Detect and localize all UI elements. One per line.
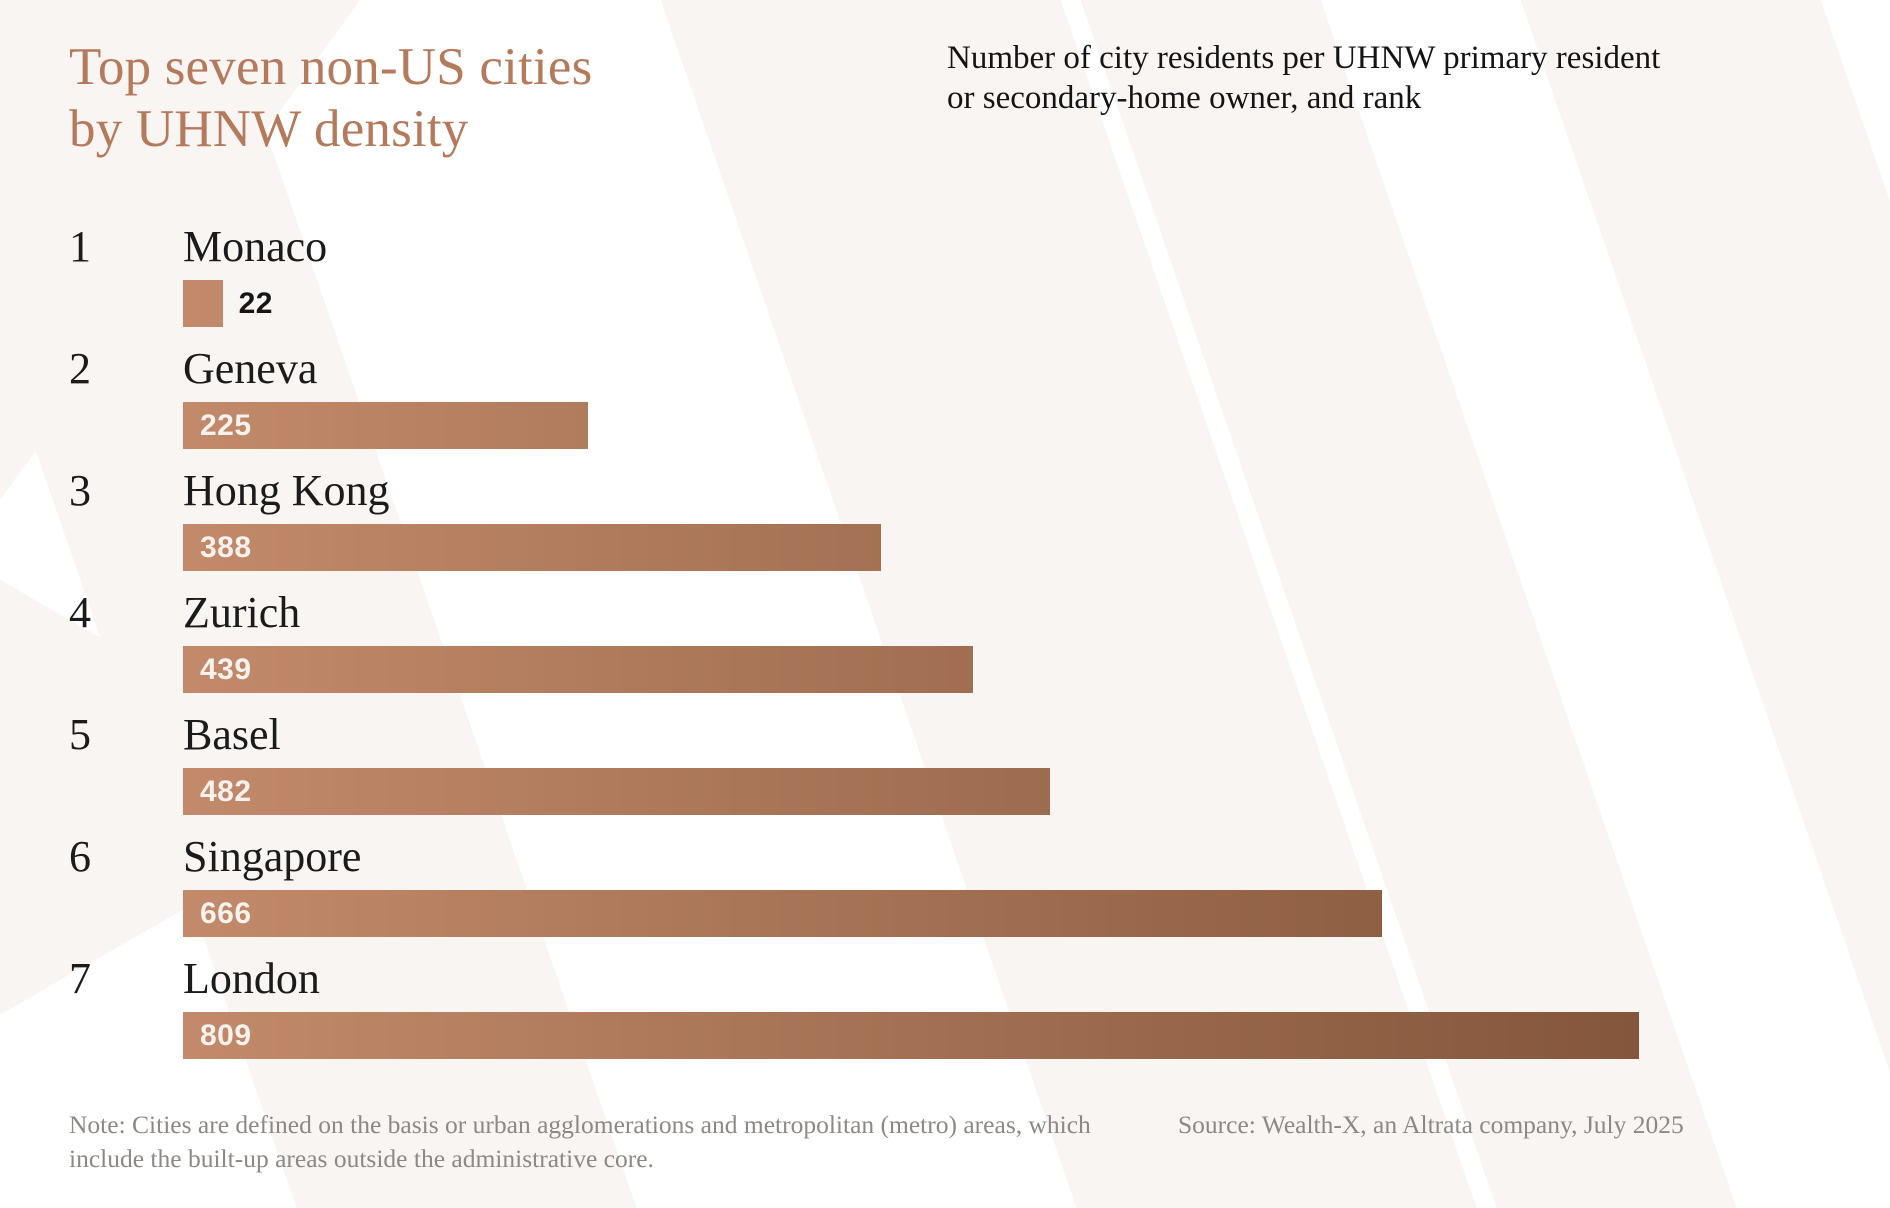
footnote: Note: Cities are defined on the basis or… [69,1110,1091,1173]
bar-track: 482 [183,768,1829,815]
chart-row: 5 Basel 482 [69,710,1829,815]
bar-track: 22 [183,280,1829,327]
rank-number: 2 [69,344,91,393]
bar-track: 225 [183,402,1829,449]
bar-track: 809 [183,1012,1829,1059]
rank-number: 7 [69,954,91,1003]
bar-value-label: 225 [200,408,252,442]
city-label: Basel [183,710,281,759]
city-label: Hong Kong [183,466,390,515]
row-label-line: 2 Geneva [69,344,1829,394]
bar-value-label: 439 [200,652,252,686]
rank-number: 1 [69,222,91,271]
city-label: Geneva [183,344,318,393]
bar [183,890,1382,937]
chart-row: 1 Monaco 22 [69,222,1829,327]
city-label: London [183,954,320,1003]
bar-track: 388 [183,524,1829,571]
bar [183,524,882,571]
rank-number: 6 [69,832,91,881]
city-label: Monaco [183,222,328,271]
chart-title: Top seven non-US cities by UHNW density [69,36,592,160]
bar-value-label: 666 [200,896,252,930]
bar-value-label: 388 [200,530,252,564]
chart-row: 2 Geneva 225 [69,344,1829,449]
city-label: Singapore [183,832,362,881]
bar-chart: 1 Monaco 22 2 Geneva 225 3 Hong Kong 388… [69,222,1829,1076]
chart-row: 6 Singapore 666 [69,832,1829,937]
chart-title-line-1: Top seven non-US cities [69,38,593,96]
row-label-line: 1 Monaco [69,222,1829,272]
bar [183,1012,1639,1059]
bar [183,646,974,693]
chart-row: 7 London 809 [69,954,1829,1059]
rank-number: 4 [69,588,91,637]
chart-title-line-2: by UHNW density [69,100,469,158]
bar-track: 666 [183,890,1829,937]
bar-track: 439 [183,646,1829,693]
source-attribution: Source: Wealth-X, an Altrata company, Ju… [1178,1110,1684,1139]
bar [183,280,223,327]
bar-value-label: 809 [200,1018,252,1052]
row-label-line: 6 Singapore [69,832,1829,882]
row-label-line: 5 Basel [69,710,1829,760]
city-label: Zurich [183,588,301,637]
row-label-line: 7 London [69,954,1829,1004]
bar-value-label: 482 [200,774,252,808]
row-label-line: 3 Hong Kong [69,466,1829,516]
rank-number: 5 [69,710,91,759]
bar [183,768,1051,815]
chart-row: 4 Zurich 439 [69,588,1829,693]
chart-row: 3 Hong Kong 388 [69,466,1829,571]
bar-value-label: 22 [238,286,273,320]
row-label-line: 4 Zurich [69,588,1829,638]
chart-subtitle: Number of city residents per UHNW primar… [947,40,1661,116]
rank-number: 3 [69,466,91,515]
bar [183,402,588,449]
